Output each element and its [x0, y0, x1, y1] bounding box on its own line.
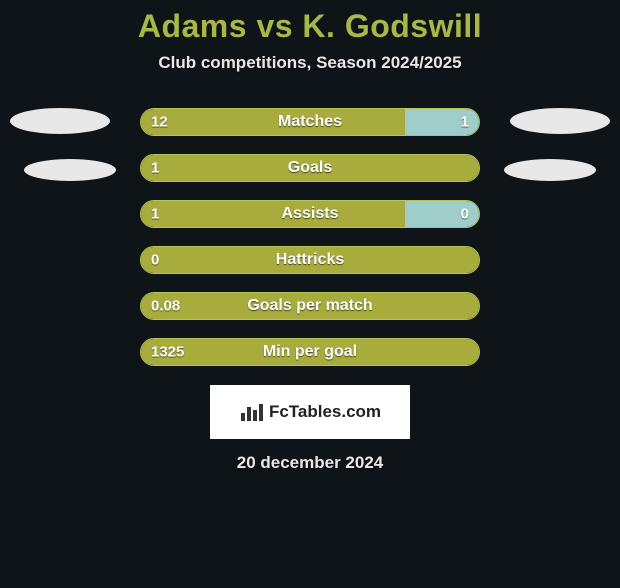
fctables-logo-badge: FcTables.com [210, 385, 410, 439]
stat-bar: 1 Goals [140, 154, 480, 182]
stat-value-left: 0.08 [151, 298, 180, 315]
player-right-name: K. Godswill [302, 8, 482, 44]
logo-text: FcTables.com [269, 402, 381, 422]
stat-value-right: 1 [461, 114, 469, 131]
player-photo-placeholder [24, 159, 116, 181]
stat-bar: 1325 Min per goal [140, 338, 480, 366]
stat-row: 1 0 Assists [0, 199, 620, 229]
stat-value-left: 0 [151, 252, 159, 269]
subtitle: Club competitions, Season 2024/2025 [0, 53, 620, 73]
stat-bar: 0.08 Goals per match [140, 292, 480, 320]
chart-container: Adams vs K. Godswill Club competitions, … [0, 8, 620, 588]
stat-value-right: 0 [461, 206, 469, 223]
vs-label: vs [256, 8, 293, 44]
player-photo-placeholder [10, 108, 110, 134]
stat-label: Goals per match [247, 297, 372, 315]
stat-label: Assists [282, 205, 339, 223]
stat-bar-left [141, 109, 405, 135]
stat-value-left: 1 [151, 160, 159, 177]
stat-bar-left [141, 201, 405, 227]
stat-label: Goals [288, 159, 332, 177]
stat-label: Min per goal [263, 343, 357, 361]
stat-row: 0 Hattricks [0, 245, 620, 275]
player-photo-placeholder [504, 159, 596, 181]
page-title: Adams vs K. Godswill [0, 8, 620, 45]
chart-bars-icon [239, 401, 265, 423]
stat-bar: 12 1 Matches [140, 108, 480, 136]
stat-label: Hattricks [276, 251, 344, 269]
footer-date: 20 december 2024 [0, 453, 620, 473]
stat-value-left: 12 [151, 114, 168, 131]
player-photo-placeholder [510, 108, 610, 134]
stat-value-left: 1 [151, 206, 159, 223]
stat-bar: 1 0 Assists [140, 200, 480, 228]
stat-row: 0.08 Goals per match [0, 291, 620, 321]
stat-row: 1325 Min per goal [0, 337, 620, 367]
stat-label: Matches [278, 113, 342, 131]
stat-value-left: 1325 [151, 344, 184, 361]
player-left-name: Adams [138, 8, 247, 44]
stat-bar: 0 Hattricks [140, 246, 480, 274]
stat-rows: 12 1 Matches 1 Goals 1 0 Assists 0 Hattricks 0.08 G… [0, 107, 620, 367]
